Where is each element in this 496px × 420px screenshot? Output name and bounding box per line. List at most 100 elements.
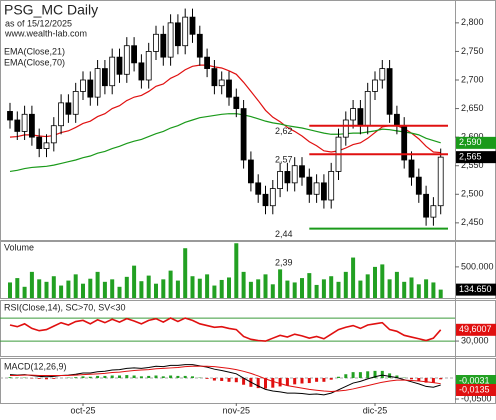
candle-body (204, 56, 211, 69)
candle-body (182, 16, 189, 47)
y-tick-label: 2,650 (461, 103, 484, 113)
candle-body (240, 108, 247, 161)
volume-bar (139, 281, 144, 298)
volume-bar (409, 277, 414, 298)
candle-body (58, 102, 64, 127)
candle-body (255, 182, 262, 195)
volume-bar (300, 278, 304, 298)
candle-body (102, 68, 108, 87)
candle-body (262, 193, 269, 207)
histogram-bar (183, 375, 187, 379)
histogram-bar (212, 378, 216, 381)
histogram-bar (315, 378, 319, 382)
volume-bar (431, 282, 436, 298)
candle-body (211, 68, 218, 87)
volume-bar (321, 279, 326, 298)
volume-bar (270, 284, 275, 298)
x-tick-label: nov-25 (223, 405, 251, 415)
candle-body (145, 51, 152, 81)
volume-bar (37, 279, 42, 298)
level-label: 2,44 (275, 229, 293, 239)
candle-body (408, 159, 415, 178)
x-tick-label: oct-25 (70, 405, 95, 415)
candle-body (153, 33, 159, 52)
value-badge (456, 323, 496, 336)
volume-bar (22, 286, 27, 298)
x-tick-label: dic-25 (363, 405, 388, 415)
histogram-bar (358, 372, 362, 379)
histogram-bar (176, 375, 180, 379)
histogram-bar (285, 378, 289, 386)
volume-bar (380, 264, 385, 298)
value-badge (456, 136, 496, 149)
candle-body (36, 136, 43, 149)
volume-bar (365, 274, 370, 298)
volume-bar (205, 274, 210, 298)
histogram-bar (227, 378, 231, 382)
volume-bar (387, 279, 392, 298)
volume-bar (219, 279, 224, 298)
histogram-bar (125, 375, 129, 379)
histogram-bar (307, 378, 311, 384)
y-tick-label: 500.000 (461, 261, 494, 271)
y-tick-label: 2,550 (461, 160, 484, 170)
volume-bar (66, 280, 71, 298)
histogram-bar (322, 378, 326, 382)
indicator-line (9, 113, 441, 173)
candle-body (342, 119, 349, 138)
histogram-bar (52, 378, 56, 379)
candle-body (306, 176, 313, 195)
candle-body (284, 171, 291, 184)
candle-body (50, 125, 57, 144)
histogram-bar (329, 378, 333, 380)
histogram-bar (424, 378, 428, 383)
volume-bar (343, 271, 348, 298)
volume-bar (285, 280, 290, 298)
volume-bar (314, 284, 319, 298)
value-badge-label: 2,590 (459, 137, 482, 147)
volume-bar (278, 269, 283, 298)
value-badge-label: 2,565 (459, 152, 482, 162)
volume-bar (110, 279, 115, 298)
candle-body (328, 171, 335, 201)
value-badge-label: -0,0135 (459, 384, 490, 394)
panel-title: MACD(12,26,9) (4, 361, 67, 371)
candle-body (218, 79, 225, 87)
indicator-line (9, 317, 442, 342)
histogram-bar (169, 375, 173, 379)
volume-bar (424, 279, 429, 298)
volume-bar (95, 271, 100, 298)
volume-bar (438, 289, 443, 298)
candle-body (423, 193, 430, 218)
candle-body (14, 119, 21, 132)
candle-body (269, 188, 276, 207)
indicator-line (9, 364, 441, 396)
histogram-bar (256, 378, 260, 389)
candle-body (167, 22, 174, 58)
y-tick-label: 2,600 (461, 132, 484, 142)
volume-bar (168, 270, 173, 298)
candle-body (415, 176, 422, 195)
candle-body (138, 62, 145, 81)
histogram-bar (344, 374, 348, 379)
histogram-bar (388, 373, 392, 379)
indicator-line (9, 64, 441, 154)
histogram-bar (395, 375, 399, 379)
value-badge (456, 384, 496, 396)
histogram-bar (88, 376, 92, 379)
volume-bar (358, 280, 363, 298)
candle-body (28, 113, 35, 138)
histogram-bar (366, 371, 370, 379)
histogram-bar (96, 375, 100, 379)
histogram-bar (300, 378, 304, 384)
histogram-bar (132, 375, 136, 379)
volume-bar (292, 282, 297, 298)
histogram-bar (205, 378, 209, 379)
volume-bar (88, 278, 93, 298)
volume-bar (416, 284, 421, 298)
histogram-bar (417, 378, 421, 381)
histogram-bar (220, 378, 224, 381)
value-badge-label: 134.650 (459, 284, 492, 294)
volume-bar (183, 248, 188, 298)
candle-body (87, 79, 94, 98)
